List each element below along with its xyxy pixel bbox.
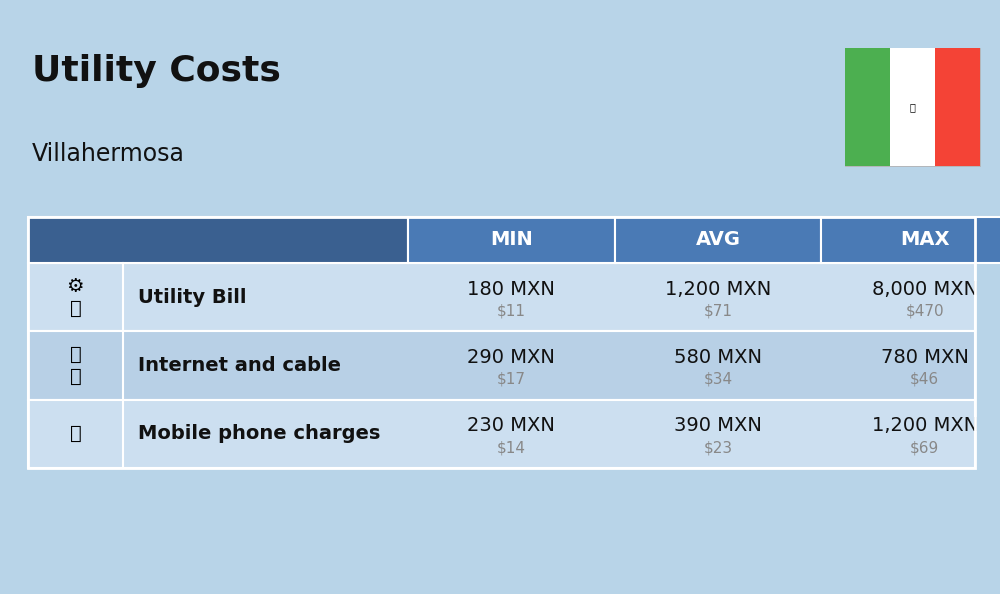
Text: Mobile phone charges: Mobile phone charges bbox=[138, 425, 380, 443]
Text: MIN: MIN bbox=[490, 230, 533, 249]
Text: $46: $46 bbox=[910, 372, 939, 387]
Text: 580 MXN: 580 MXN bbox=[674, 348, 762, 367]
Text: 230 MXN: 230 MXN bbox=[467, 416, 555, 435]
Text: $71: $71 bbox=[704, 304, 733, 318]
Bar bbox=[935, 48, 980, 166]
Bar bbox=[28, 263, 975, 331]
Bar bbox=[845, 48, 980, 166]
Bar bbox=[890, 48, 935, 166]
Text: MAX: MAX bbox=[900, 230, 949, 249]
Text: 8,000 MXN: 8,000 MXN bbox=[872, 280, 978, 299]
Text: $11: $11 bbox=[497, 304, 526, 318]
Text: 780 MXN: 780 MXN bbox=[881, 348, 969, 367]
Bar bbox=[408, 217, 615, 263]
Bar bbox=[821, 217, 1000, 263]
Text: $23: $23 bbox=[703, 440, 733, 455]
Text: Internet and cable: Internet and cable bbox=[138, 356, 341, 375]
Bar bbox=[28, 217, 975, 468]
Bar bbox=[28, 400, 975, 468]
Bar bbox=[28, 331, 975, 400]
Bar bbox=[28, 217, 408, 263]
Text: $17: $17 bbox=[497, 372, 526, 387]
Text: AVG: AVG bbox=[696, 230, 741, 249]
Text: 180 MXN: 180 MXN bbox=[467, 280, 555, 299]
Bar bbox=[615, 217, 821, 263]
Text: ⚙️
🔌: ⚙️ 🔌 bbox=[67, 277, 84, 318]
Text: 1,200 MXN: 1,200 MXN bbox=[872, 416, 978, 435]
Text: Utility Bill: Utility Bill bbox=[138, 288, 246, 307]
Text: 📱: 📱 bbox=[70, 425, 81, 443]
Text: 1,200 MXN: 1,200 MXN bbox=[665, 280, 771, 299]
Text: $14: $14 bbox=[497, 440, 526, 455]
Text: 🦅: 🦅 bbox=[910, 102, 915, 112]
Text: Utility Costs: Utility Costs bbox=[32, 54, 281, 89]
Text: 390 MXN: 390 MXN bbox=[674, 416, 762, 435]
Text: 290 MXN: 290 MXN bbox=[467, 348, 555, 367]
Text: $69: $69 bbox=[910, 440, 939, 455]
Text: $34: $34 bbox=[703, 372, 733, 387]
Text: 📶
📺: 📶 📺 bbox=[70, 345, 81, 386]
Text: $470: $470 bbox=[905, 304, 944, 318]
Text: Villahermosa: Villahermosa bbox=[32, 143, 185, 166]
Bar bbox=[845, 48, 890, 166]
